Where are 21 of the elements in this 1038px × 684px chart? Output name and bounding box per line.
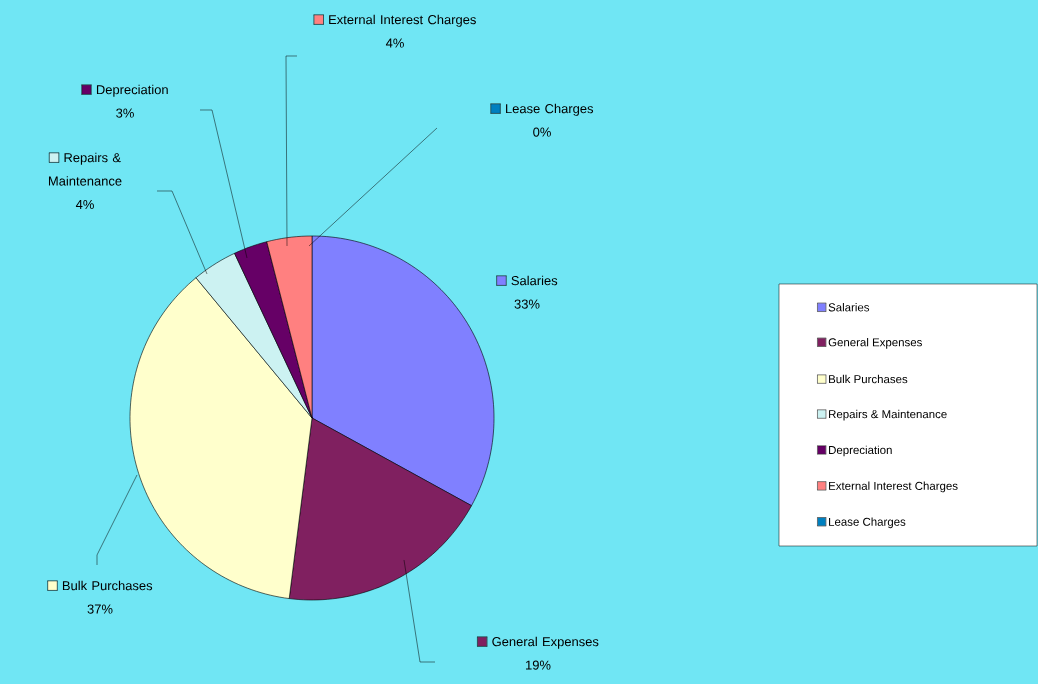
- legend-label: Salaries: [511, 275, 558, 286]
- data-label: 33%: [514, 299, 540, 309]
- text: 0%: [533, 127, 551, 137]
- data-label: 4%: [75, 199, 94, 210]
- legend-label: General Expenses: [492, 636, 599, 649]
- legend-label: Repairs & Maintenance: [48, 152, 122, 186]
- category-label: Repairs & Maintenance: [829, 409, 947, 421]
- legend-label: External Interest Charges: [329, 14, 476, 27]
- data-label: 37%: [87, 604, 113, 614]
- category-label: Lease Charges: [829, 517, 906, 529]
- category-label: External Interest Charges: [829, 481, 958, 493]
- category-label: Salaries: [828, 303, 870, 312]
- category-label: Depreciation: [829, 445, 892, 457]
- category-label: General Expenses: [828, 337, 922, 349]
- legend-label: Lease Charges: [506, 103, 594, 116]
- data-label: 4%: [385, 38, 404, 48]
- legend-label: Bulk Purchases: [62, 580, 153, 591]
- category-label: Bulk Purchases: [829, 374, 908, 384]
- data-label: 19%: [526, 660, 551, 670]
- legend-label: Depreciation: [96, 84, 168, 97]
- data-label: 3%: [116, 108, 134, 118]
